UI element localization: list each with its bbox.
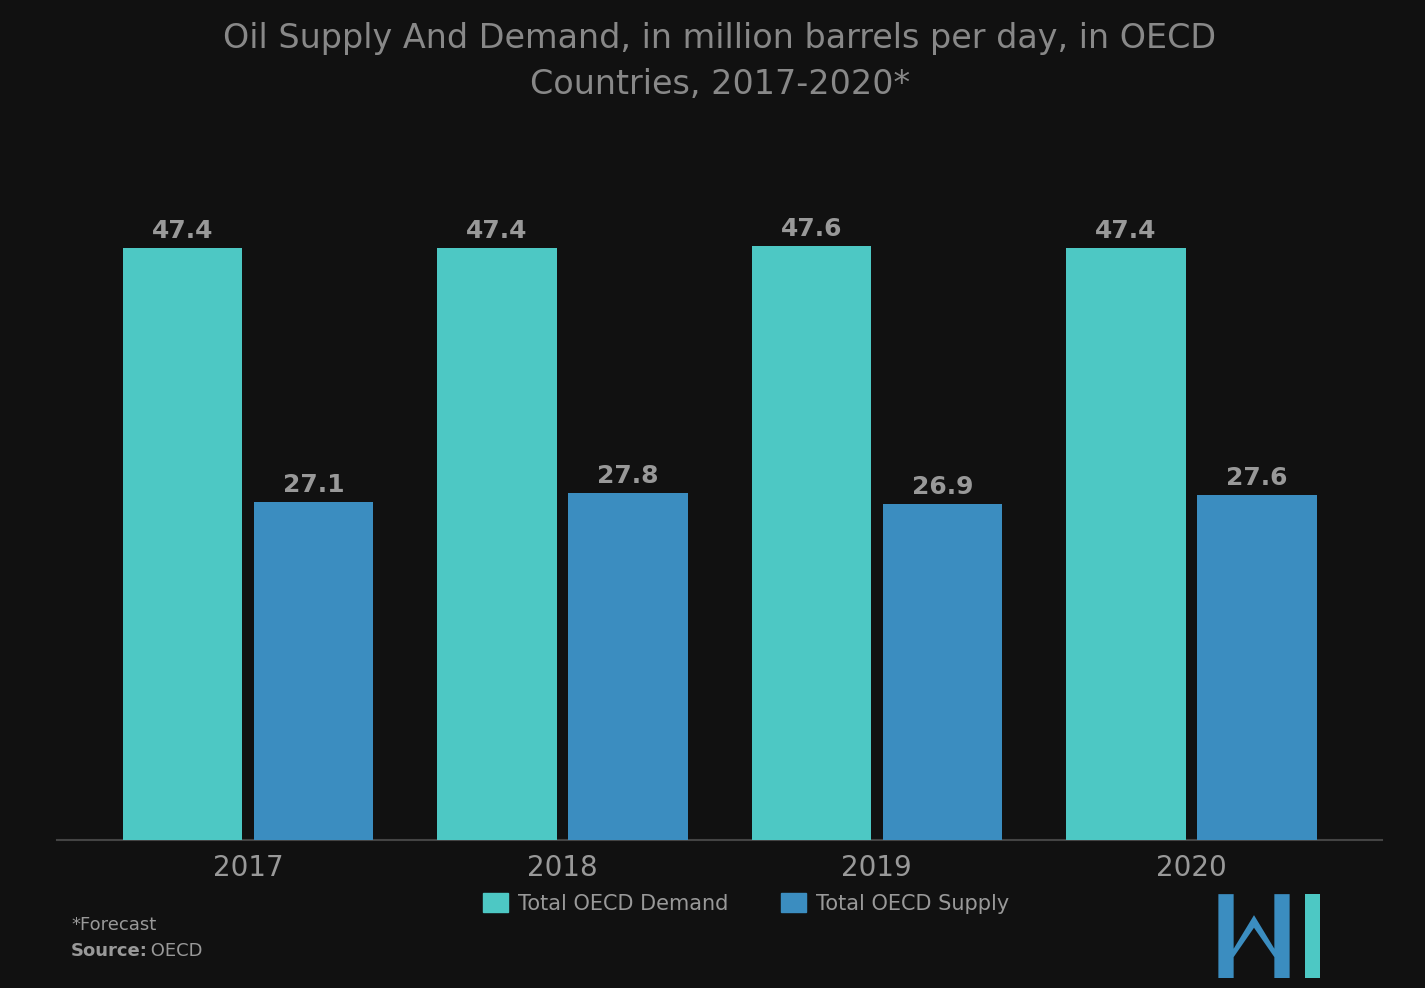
- Polygon shape: [1305, 894, 1320, 978]
- Bar: [437, 248, 557, 840]
- Text: Source:: Source:: [71, 943, 148, 960]
- Text: 47.4: 47.4: [151, 219, 214, 243]
- Title: Oil Supply And Demand, in million barrels per day, in OECD
Countries, 2017-2020*: Oil Supply And Demand, in million barrel…: [224, 22, 1216, 101]
- Bar: [569, 493, 688, 840]
- Text: 47.4: 47.4: [1094, 219, 1157, 243]
- Bar: [123, 248, 242, 840]
- Bar: [254, 502, 373, 840]
- Text: 27.1: 27.1: [282, 472, 345, 497]
- Bar: [751, 246, 871, 840]
- Legend: Total OECD Demand, Total OECD Supply: Total OECD Demand, Total OECD Supply: [475, 884, 1017, 922]
- Text: 27.6: 27.6: [1226, 466, 1288, 490]
- Polygon shape: [1218, 894, 1290, 978]
- Bar: [1197, 495, 1317, 840]
- Text: 27.8: 27.8: [597, 463, 658, 488]
- Text: 47.6: 47.6: [781, 216, 842, 241]
- Text: 47.4: 47.4: [466, 219, 527, 243]
- Text: 26.9: 26.9: [912, 475, 973, 499]
- Text: OECD: OECD: [145, 943, 202, 960]
- Text: *Forecast: *Forecast: [71, 916, 157, 934]
- Bar: [882, 504, 1002, 840]
- Bar: [1066, 248, 1186, 840]
